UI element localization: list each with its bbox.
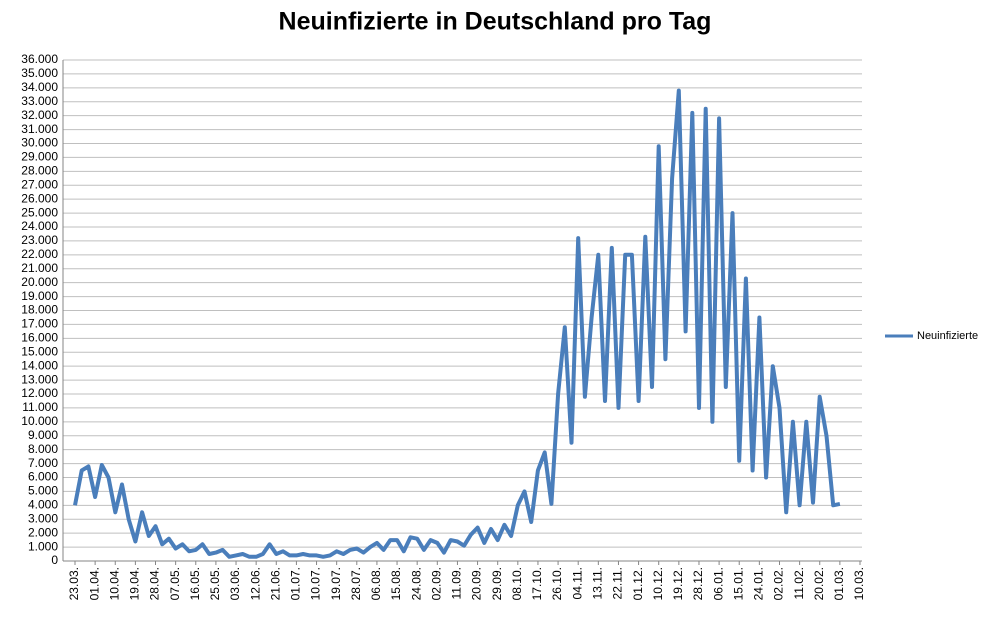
x-tick-label: 03.06.: [228, 567, 242, 600]
y-tick-label: 9.000: [28, 428, 58, 442]
x-tick-label: 22.11.: [611, 567, 625, 599]
x-tick-label: 19.07.: [329, 567, 343, 600]
y-tick-label: 2.000: [28, 525, 58, 539]
x-tick-label: 07.05.: [168, 567, 182, 600]
x-tick-label: 01.07.: [289, 567, 303, 600]
x-tick-label: 02.09.: [429, 567, 443, 600]
x-tick-label: 28.07.: [349, 567, 363, 600]
y-tick-label: 32.000: [21, 108, 58, 122]
x-tick-label: 24.08.: [409, 567, 423, 600]
x-tick-label: 10.12.: [651, 567, 665, 600]
x-tick-label: 19.04.: [128, 567, 142, 600]
y-tick-label: 25.000: [21, 205, 58, 219]
x-tick-label: 13.11.: [591, 567, 605, 599]
x-tick-label: 20.09.: [470, 567, 484, 600]
y-tick-label: 23.000: [21, 233, 58, 247]
y-tick-label: 22.000: [21, 247, 58, 261]
y-tick-label: 28.000: [21, 164, 58, 178]
x-tick-label: 11.09.: [450, 567, 464, 599]
x-tick-label: 08.10.: [510, 567, 524, 600]
x-tick-label: 11.02.: [792, 567, 806, 599]
y-tick-label: 20.000: [21, 275, 58, 289]
y-tick-label: 8.000: [28, 442, 58, 456]
y-tick-label: 15.000: [21, 344, 58, 358]
y-tick-label: 19.000: [21, 289, 58, 303]
x-tick-label: 17.10.: [530, 567, 544, 600]
y-tick-label: 7.000: [28, 456, 58, 470]
y-tick-label: 13.000: [21, 372, 58, 386]
y-tick-label: 34.000: [21, 80, 58, 94]
x-tick-label: 06.08.: [369, 567, 383, 600]
x-tick-label: 02.02.: [772, 567, 786, 600]
x-tick-label: 10.07.: [309, 567, 323, 600]
chart-title: Neuinfizierte in Deutschland pro Tag: [279, 8, 712, 36]
x-tick-label: 01.04.: [87, 567, 101, 600]
y-tick-label: 29.000: [21, 150, 58, 164]
x-tick-label: 28.12.: [691, 567, 705, 600]
y-tick-label: 0: [51, 553, 58, 567]
y-tick-label: 14.000: [21, 358, 58, 372]
x-tick-label: 19.12.: [671, 567, 685, 600]
y-tick-label: 24.000: [21, 219, 58, 233]
x-tick-label: 15.01.: [731, 567, 745, 600]
y-tick-label: 16.000: [21, 331, 58, 345]
y-tick-label: 11.000: [22, 400, 58, 414]
x-tick-label: 28.04.: [148, 567, 162, 600]
x-tick-label: 15.08.: [389, 567, 403, 600]
x-tick-label: 10.03.: [852, 567, 866, 600]
y-tick-label: 36.000: [21, 52, 58, 66]
x-tick-label: 23.03.: [67, 567, 81, 600]
y-tick-label: 3.000: [28, 511, 58, 525]
x-tick-label: 12.06.: [248, 567, 262, 600]
x-tick-label: 24.01.: [752, 567, 766, 600]
y-tick-label: 35.000: [21, 66, 58, 80]
y-tick-label: 5.000: [28, 484, 58, 498]
y-tick-label: 1.000: [28, 539, 58, 553]
x-tick-label: 01.12.: [631, 567, 645, 600]
y-tick-label: 10.000: [21, 414, 58, 428]
x-tick-label: 01.03.: [832, 567, 846, 600]
y-tick-label: 30.000: [21, 136, 58, 150]
y-tick-label: 21.000: [21, 261, 58, 275]
x-tick-label: 21.06.: [268, 567, 282, 600]
y-tick-label: 27.000: [21, 177, 58, 191]
y-tick-label: 12.000: [21, 386, 58, 400]
x-tick-label: 06.01.: [711, 567, 725, 600]
x-tick-label: 16.05.: [188, 567, 202, 600]
y-tick-label: 17.000: [21, 317, 58, 331]
legend-label: Neuinfizierte: [917, 330, 978, 342]
x-tick-label: 04.11.: [570, 567, 584, 599]
data-line: [73, 88, 841, 559]
y-tick-label: 6.000: [28, 470, 58, 484]
x-tick-label: 25.05.: [208, 567, 222, 600]
x-tick-label: 29.09.: [490, 567, 504, 600]
y-tick-label: 31.000: [21, 122, 58, 136]
y-tick-label: 18.000: [21, 303, 58, 317]
x-tick-label: 26.10.: [550, 567, 564, 600]
y-tick-label: 26.000: [21, 191, 58, 205]
x-tick-label: 10.04.: [107, 567, 121, 600]
y-tick-label: 4.000: [28, 498, 58, 512]
y-tick-label: 33.000: [21, 94, 58, 108]
x-tick-label: 20.02.: [812, 567, 826, 600]
